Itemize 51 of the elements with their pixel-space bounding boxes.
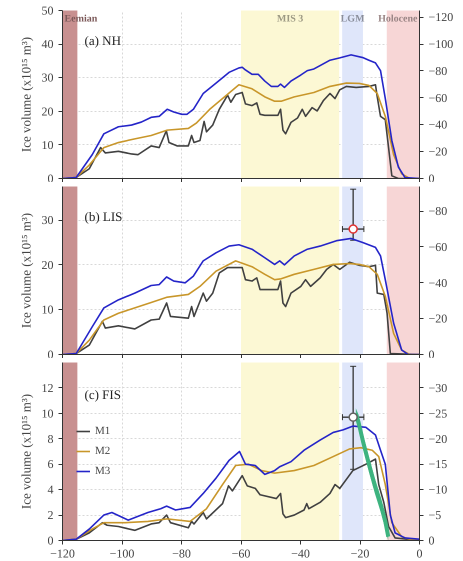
y2-tick-label: −20	[428, 312, 448, 326]
y2-tick-label: −25	[428, 406, 448, 420]
y2-tick-label: −10	[428, 482, 448, 497]
y-tick-label: 20	[42, 258, 54, 272]
x-tick-label: 0	[416, 546, 422, 560]
band-label: LGM	[340, 14, 366, 24]
y2-tick-label: −40	[428, 276, 448, 290]
y-axis-title: Ice volume (x10¹⁵ m³)	[18, 212, 34, 328]
y2-tick-label: −60	[428, 240, 448, 254]
y2-tick-label: −120	[428, 10, 454, 24]
legend-label: M2	[95, 445, 112, 457]
y2-tick-label: −15	[428, 457, 448, 472]
y2-tick-label: −40	[428, 118, 448, 132]
y2-tick-label: 0	[428, 534, 434, 548]
y-tick-label: 6	[48, 457, 54, 472]
text: (b) LIS	[84, 209, 122, 224]
x-tick-label: −20	[350, 546, 370, 560]
y-tick-label: 10	[42, 138, 54, 152]
y-tick-label: 30	[42, 213, 54, 228]
text: (c) FIS	[84, 387, 121, 402]
x-tick-label: −80	[172, 546, 191, 560]
y2-tick-label: −20	[428, 144, 448, 159]
y2-tick-label: −20	[428, 432, 448, 446]
legend-label: M1	[95, 425, 112, 437]
y2-tick-label: −100	[428, 37, 454, 52]
band-label: MIS 3	[276, 14, 304, 24]
y-tick-label: 12	[42, 380, 54, 395]
y-tick-label: 20	[42, 104, 54, 118]
text: (a) NH	[84, 33, 121, 48]
y-tick-label: 10	[42, 302, 54, 317]
y2-tick-label: −80	[428, 204, 448, 218]
y-axis-title: Ice volume (x10¹⁵ m³)	[18, 36, 34, 152]
x-tick-label: −60	[232, 546, 250, 560]
y2-tick-label: −30	[428, 380, 448, 395]
y-tick-label: 40	[42, 37, 54, 52]
y-tick-label: 50	[42, 4, 54, 18]
x-tick-label: −40	[291, 546, 310, 560]
y-tick-label: 4	[48, 482, 54, 497]
band-label: Holocene	[378, 14, 418, 24]
y-tick-label: 10	[42, 406, 54, 420]
y-tick-label: 2	[48, 508, 54, 522]
legend-label: M3	[95, 465, 112, 477]
y-tick-label: 30	[42, 70, 54, 85]
y-tick-label: 8	[48, 432, 54, 446]
y2-tick-label: −5	[428, 508, 442, 522]
x-tick-label: −120	[50, 546, 75, 560]
y2-tick-label: −60	[428, 90, 448, 105]
y-axis-title: Ice volume (x10¹⁵ m³)	[18, 394, 34, 510]
y2-tick-label: −80	[428, 64, 448, 78]
x-tick-label: −100	[110, 546, 134, 560]
y-tick-label: 0	[48, 534, 54, 548]
